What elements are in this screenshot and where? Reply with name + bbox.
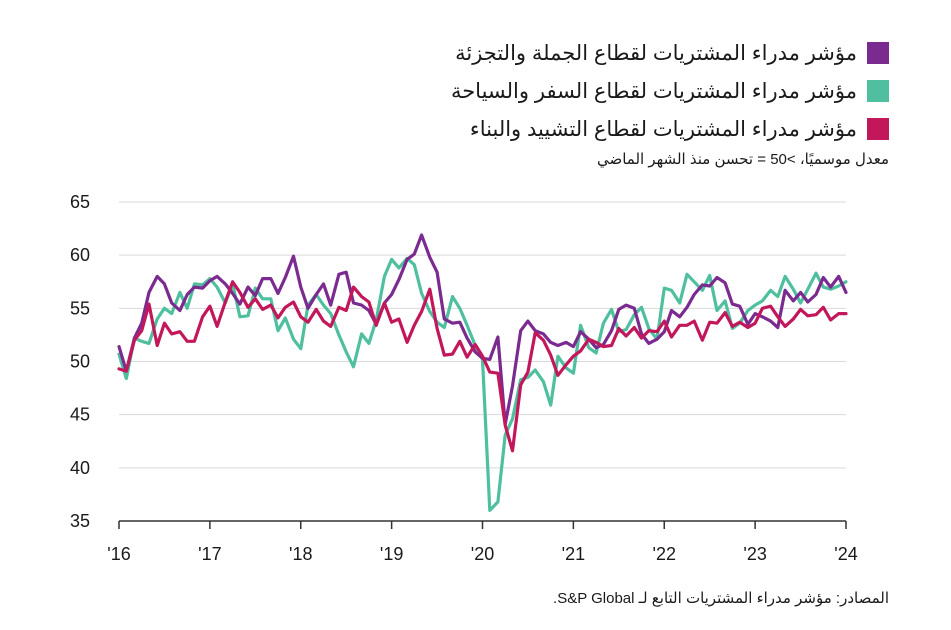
y-tick-label-50: 50 xyxy=(70,352,90,372)
series-line-construction xyxy=(117,280,848,453)
y-tick-label-45: 45 xyxy=(70,405,90,425)
tick-labels: 35 40 45 50 55 60 65 '16 '17 '18 '19 '20 '21 '22 '23 '2… xyxy=(70,192,858,564)
legend-item-construction: مؤشر مدراء المشتريات لقطاع التشييد والبن… xyxy=(451,110,889,148)
y-tick-label-55: 55 xyxy=(70,298,90,318)
y-tick-label-65: 65 xyxy=(70,192,90,212)
series-lines xyxy=(117,233,848,512)
x-tick-label-2018: '18 xyxy=(289,544,312,564)
legend-label-retail: مؤشر مدراء المشتريات لقطاع الجملة والتجز… xyxy=(455,41,857,65)
x-tick-label-2022: '22 xyxy=(653,544,676,564)
x-tick-label-2017: '17 xyxy=(198,544,221,564)
x-tick-label-2024: '24 xyxy=(834,544,857,564)
legend-swatch-construction xyxy=(867,118,889,140)
axes xyxy=(118,520,847,529)
x-tick-label-2019: '19 xyxy=(380,544,403,564)
series-line-retail xyxy=(117,233,848,426)
legend-label-travel: مؤشر مدراء المشتريات لقطاع السفر والسياح… xyxy=(450,79,857,103)
x-tick-label-2016: '16 xyxy=(107,544,130,564)
y-tick-label-60: 60 xyxy=(70,245,90,265)
y-tick-label-40: 40 xyxy=(70,458,90,478)
x-tick-label-2020: '20 xyxy=(471,544,494,564)
legend-swatch-retail xyxy=(867,42,889,64)
x-tick-label-2023: '23 xyxy=(743,544,766,564)
source-note: المصادر: مؤشر مدراء المشتريات التابع لـ … xyxy=(553,590,889,607)
y-tick-label-35: 35 xyxy=(70,511,90,531)
x-tick-label-2021: '21 xyxy=(562,544,585,564)
legend-label-construction: مؤشر مدراء المشتريات لقطاع التشييد والبن… xyxy=(469,117,857,141)
legend-item-travel: مؤشر مدراء المشتريات لقطاع السفر والسياح… xyxy=(451,72,889,110)
legend-swatch-travel xyxy=(867,80,889,102)
grid xyxy=(119,201,846,469)
legend: مؤشر مدراء المشتريات لقطاع الجملة والتجز… xyxy=(451,34,889,148)
legend-item-retail: مؤشر مدراء المشتريات لقطاع الجملة والتجز… xyxy=(451,34,889,72)
chart-subtitle: معدل موسميًا، >50 = تحسن منذ الشهر الماض… xyxy=(596,151,889,168)
